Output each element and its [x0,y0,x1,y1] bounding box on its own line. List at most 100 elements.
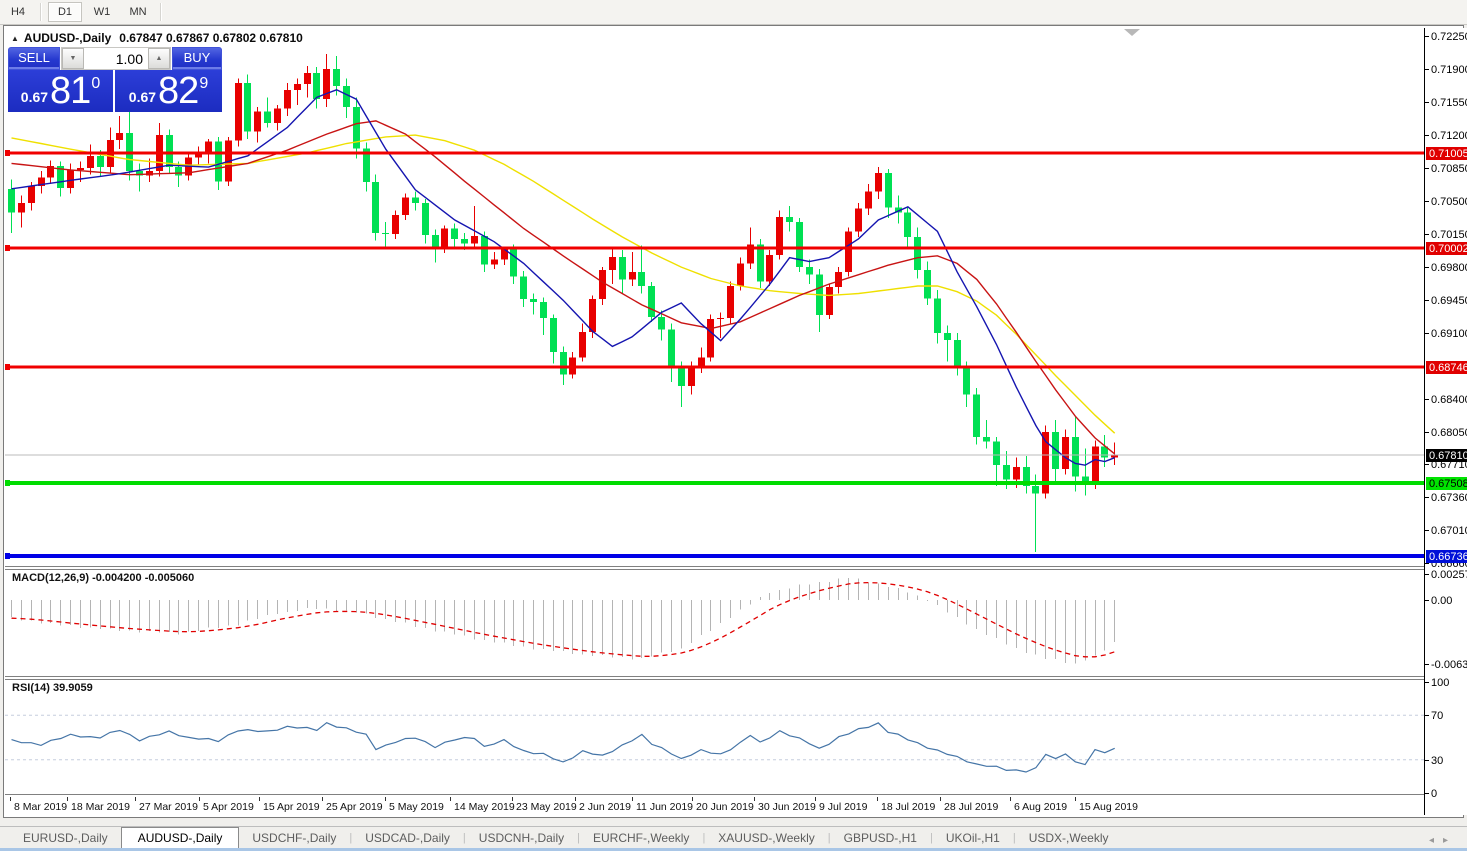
level-price-label: 0.68746 [1426,361,1467,374]
date-label: 28 Jul 2019 [944,801,999,813]
date-label: 15 Aug 2019 [1079,801,1138,813]
candles [8,53,1118,553]
panel-collapse-icon[interactable]: ▲ [11,34,19,43]
window-bottom-edge [0,848,1467,851]
price-tick-label: 0.72250 [1425,30,1467,43]
macd-pane [11,577,1115,664]
sell-button[interactable]: SELL [8,47,60,70]
buy-price-small: 0.67 [128,89,157,105]
chart-tab-bar: EURUSD-,Daily AUDUSD-,Daily USDCHF-,Daily |… [0,826,1467,849]
date-label: 8 Mar 2019 [14,801,68,813]
timeframe-button-w1[interactable]: W1 [93,6,111,18]
chart-tab-usdcnh[interactable]: USDCNH-,Daily [478,831,565,845]
date-label: 15 Apr 2019 [263,801,320,813]
date-tick [815,797,816,801]
date-tick [135,797,136,801]
macd-tick-label: 0.002574 [1425,568,1467,581]
date-label: 6 Aug 2019 [1014,801,1068,813]
price-tick-label: 0.71900 [1425,63,1467,76]
macd-indicator-label: MACD(12,26,9) -0.004200 -0.005060 [12,572,195,584]
chart-tab-gbpusd[interactable]: GBPUSD-,H1 [843,831,917,845]
tab-scroll-arrows[interactable]: ◂▸ [1428,835,1457,846]
sell-price-big: 81 [50,70,91,112]
macd-tick-label: -0.006326 [1425,658,1467,671]
date-label: 9 Jul 2019 [819,801,868,813]
ma-fast-line [11,89,1115,466]
chart-tab-eurusd[interactable]: EURUSD-,Daily [23,831,108,845]
date-label: 18 Jul 2019 [881,801,936,813]
timeframe-button-mn[interactable]: MN [129,6,147,18]
date-label: 2 Jun 2019 [579,801,631,813]
rsi-indicator-label: RSI(14) 39.9059 [12,682,93,694]
date-tick [67,797,68,801]
timeframe-button-h4[interactable]: H4 [10,6,26,18]
date-tick [10,797,11,801]
time-scale[interactable]: 8 Mar 2019 18 Mar 2019 27 Mar 2019 5 Apr 20… [5,797,1424,815]
price-tick-label: 0.69100 [1425,327,1467,340]
buy-price-display[interactable]: 0.67 82 9 [115,70,222,112]
date-label: 5 May 2019 [389,801,444,813]
sell-price-sup: 0 [91,75,101,92]
price-chart[interactable] [5,28,1424,815]
date-tick [385,797,386,801]
date-tick [692,797,693,801]
volume-decrease-button[interactable]: ▼ [62,48,84,69]
sell-price-small: 0.67 [20,89,49,105]
price-tick-label: 0.68400 [1425,393,1467,406]
rsi-tick-label: 100 [1425,676,1449,689]
chart-tab-usdcad[interactable]: USDCAD-,Daily [365,831,450,845]
price-tick-label: 0.67010 [1425,524,1467,537]
timeframe-toolbar: H4 D1 W1 MN [0,0,1467,25]
toolbar-separator [40,3,42,21]
price-tick-label: 0.67360 [1425,491,1467,504]
tab-separator: | [827,832,831,844]
toolbar-separator [160,3,162,21]
chart-tab-usdx[interactable]: USDX-,Weekly [1028,831,1109,845]
date-label: 23 May 2019 [516,801,577,813]
date-tick [322,797,323,801]
chart-tab-eurchf[interactable]: EURCHF-,Weekly [592,831,690,845]
rsi-tick-label: 30 [1425,754,1443,767]
chart-window [3,25,1464,818]
tab-separator: | [349,832,353,844]
level-price-label: 0.67810 [1426,449,1467,462]
price-tick-label: 0.70150 [1425,228,1467,241]
date-label: 5 Apr 2019 [203,801,254,813]
volume-increase-button[interactable]: ▲ [148,48,170,69]
price-tick-label: 0.70850 [1425,162,1467,175]
buy-price-big: 82 [158,70,199,112]
date-label: 14 May 2019 [454,801,515,813]
volume-field[interactable]: 1.00 [115,50,143,67]
chart-tab-ukoil[interactable]: UKOil-,H1 [945,831,1000,845]
level-price-label: 0.66736 [1426,550,1467,563]
level-price-label: 0.67508 [1426,477,1467,490]
tab-separator: | [1012,832,1016,844]
price-tick-label: 0.71200 [1425,129,1467,142]
timeframe-button-d1[interactable]: D1 [48,2,82,22]
date-tick [450,797,451,801]
chart-tab-xauusd[interactable]: XAUUSD-,Weekly [718,831,815,845]
date-tick [512,797,513,801]
buy-button[interactable]: BUY [172,47,222,70]
date-label: 27 Mar 2019 [139,801,198,813]
sell-price-display[interactable]: 0.67 81 0 [8,70,113,112]
macd-signal-line [11,581,1115,658]
rsi-line [11,722,1115,773]
date-tick [259,797,260,801]
rsi-pane [5,714,1424,773]
date-label: 20 Jun 2019 [696,801,754,813]
one-click-trading-panel: SELL ▼ 1.00 ▲ BUY 0.67 81 0 0.67 82 9 [8,47,222,112]
ma-mid-line [11,120,1116,455]
buy-price-sup: 9 [199,75,209,92]
date-label: 18 Mar 2019 [71,801,130,813]
date-tick [877,797,878,801]
tab-separator: | [929,832,933,844]
tab-separator: | [577,832,580,844]
chart-tab-usdchf[interactable]: USDCHF-,Daily [252,831,337,845]
date-tick [754,797,755,801]
price-scale[interactable]: 0.72250 0.71900 0.71550 0.71200 0.70850 0.705… [1424,28,1467,815]
date-label: 11 Jun 2019 [636,801,694,813]
ma-slow-line [11,134,1116,434]
chart-tab-audusd[interactable]: AUDUSD-,Daily [120,827,240,849]
